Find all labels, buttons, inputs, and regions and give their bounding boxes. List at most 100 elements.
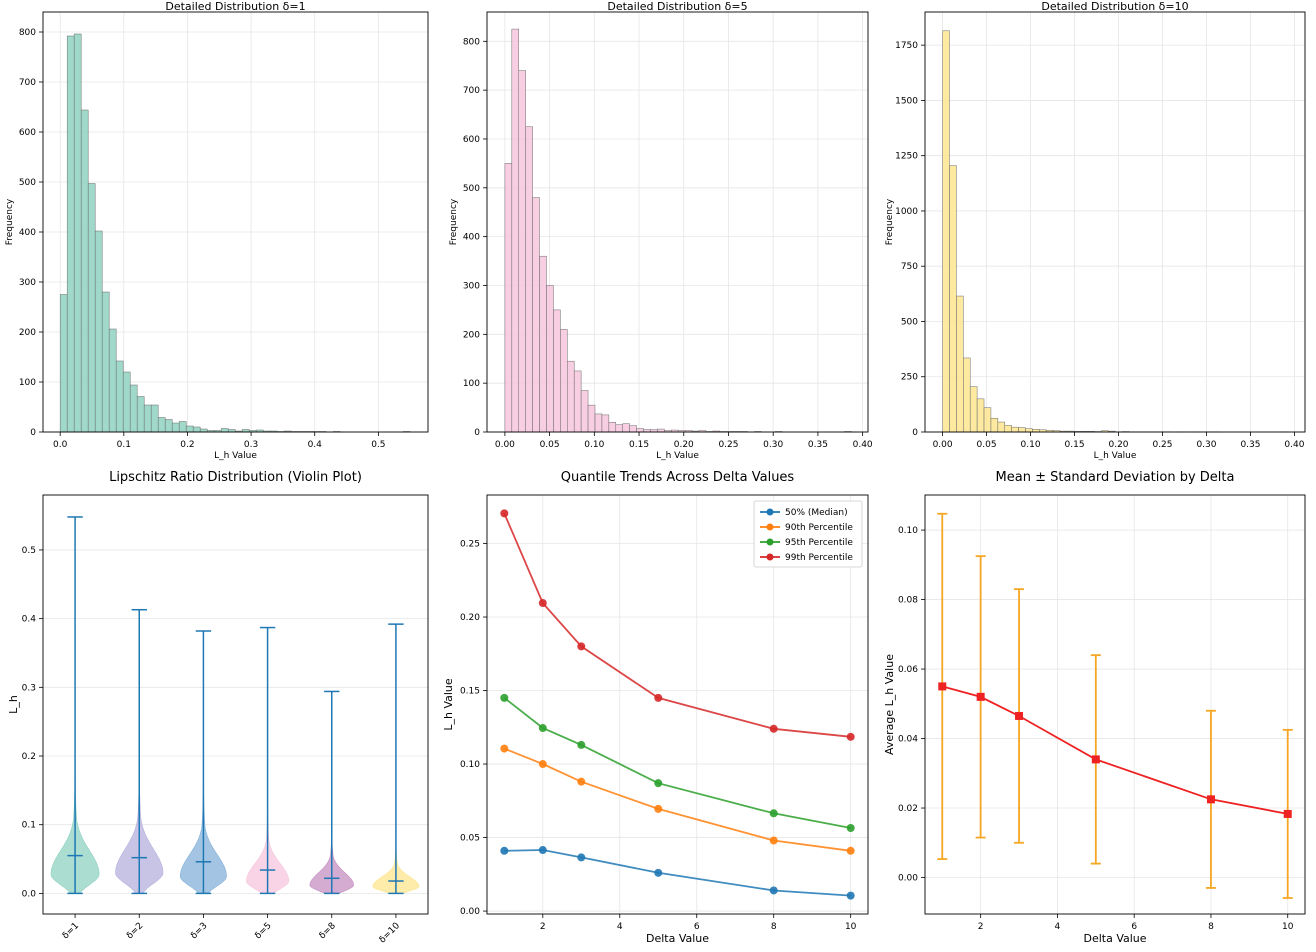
panel-3: Detailed Distribution δ=10 0 250 500 750 1000… [885, 0, 1306, 461]
histogram-bar [94, 230, 103, 433]
mean-line [942, 685, 1288, 815]
series-point [577, 853, 586, 862]
legend-label: 90th Percentile [785, 523, 853, 533]
series-point [769, 836, 778, 845]
y-tick-label: 500 [463, 184, 480, 194]
series-point [769, 809, 778, 818]
x-tick-label: 0.30 [1196, 440, 1216, 450]
series-line [503, 513, 851, 738]
mean-marker [1283, 809, 1292, 818]
y-tick-label: 200 [463, 330, 480, 340]
legend-marker [766, 553, 774, 561]
series-point [846, 823, 855, 832]
x-tick-label: 0.20 [1108, 440, 1128, 450]
histogram-bar [942, 30, 950, 433]
x-axis-label: L_h Value [1094, 451, 1137, 461]
histogram-bar [1025, 428, 1033, 433]
series-line [503, 697, 851, 829]
chart-title: Mean ± Standard Deviation by Delta [996, 470, 1235, 485]
x-tick-label: δ=1 [61, 921, 81, 941]
panel-4: Lipschitz Ratio Distribution (Violin Plo… [7, 470, 429, 945]
histogram-bar [956, 295, 964, 433]
x-tick-label: 0.15 [629, 440, 649, 450]
histogram-bar [157, 417, 166, 433]
mean-marker [1091, 755, 1100, 764]
plot-frame [42, 11, 429, 433]
y-tick-label: 0.10 [898, 526, 918, 536]
y-tick-label: 0.3 [22, 683, 36, 693]
x-tick-label: δ=5 [253, 921, 273, 941]
histogram-bar [192, 426, 201, 433]
series-point [769, 724, 778, 733]
histogram-bar [199, 428, 208, 433]
histogram-bar [1004, 425, 1012, 433]
series-point [538, 846, 547, 855]
y-tick-label: 400 [19, 228, 36, 238]
histogram-bar [129, 384, 138, 433]
histogram-bar [636, 428, 644, 433]
series-point [846, 732, 855, 741]
y-tick-label: 0.4 [22, 615, 37, 625]
x-tick-label: 0.35 [1240, 440, 1260, 450]
histogram-bar [511, 28, 520, 433]
histogram-bar [101, 291, 110, 433]
legend-box [753, 500, 863, 568]
x-tick-label: 0.2 [180, 440, 194, 450]
histogram-bar [629, 425, 637, 433]
histogram-bar [136, 396, 145, 433]
mean-marker [1015, 711, 1024, 720]
x-tick-label: 4 [617, 922, 623, 932]
series-point [538, 724, 547, 733]
y-tick-label: 0.10 [460, 760, 480, 770]
y-tick-label: 100 [463, 379, 480, 389]
histogram-bar [122, 371, 131, 433]
histogram-bar [1011, 426, 1019, 433]
y-tick-label: 300 [463, 281, 480, 291]
panel-2: Detailed Distribution δ=5 0 100 200 300 400 50… [449, 0, 873, 461]
histogram-bar [573, 370, 582, 433]
x-tick-label: 2 [978, 922, 984, 932]
histogram-bar [949, 165, 957, 433]
x-tick-label: 0.3 [244, 440, 258, 450]
x-tick-label: 8 [771, 922, 777, 932]
x-tick-label: 6 [1131, 922, 1137, 932]
y-tick-label: 0.5 [22, 546, 36, 556]
panel-5: Quantile Trends Across Delta Values 0.00 0… [442, 470, 869, 945]
y-tick-label: 300 [19, 278, 36, 288]
histogram-bar [87, 183, 96, 433]
histogram-bar [73, 33, 82, 433]
mean-marker [938, 682, 947, 691]
x-axis-label: Delta Value [646, 932, 709, 945]
y-tick-label: 0 [30, 428, 36, 438]
legend-marker [766, 538, 774, 546]
y-tick-label: 700 [19, 78, 36, 88]
series-point [500, 693, 509, 702]
x-tick-label: 0.20 [674, 440, 694, 450]
histogram-bar [969, 386, 978, 433]
histogram-bar [567, 360, 575, 433]
plot-frame [924, 494, 1306, 915]
y-tick-label: 1000 [895, 207, 918, 217]
histogram-bar [608, 421, 617, 433]
plot-frame [486, 11, 869, 433]
histogram-bar [976, 398, 985, 433]
series-point [654, 868, 663, 877]
y-tick-label: 0.1 [22, 821, 36, 831]
series-point [846, 891, 855, 900]
y-tick-label: 600 [463, 135, 480, 145]
y-tick-label: 0.08 [898, 596, 918, 606]
x-tick-label: 0.00 [495, 440, 515, 450]
y-tick-label: 0.00 [460, 907, 480, 917]
y-tick-label: 0.2 [22, 752, 36, 762]
x-tick-label: 0.30 [763, 440, 783, 450]
x-tick-label: 0.40 [1284, 440, 1304, 450]
x-tick-label: 0.35 [808, 440, 828, 450]
y-tick-label: 0.25 [460, 540, 480, 550]
y-tick-label: 100 [19, 378, 36, 388]
y-tick-label: 200 [19, 328, 36, 338]
x-tick-label: 0.15 [1065, 440, 1085, 450]
y-tick-label: 0.06 [898, 665, 918, 675]
legend-label: 50% (Median) [785, 508, 848, 518]
series-point [577, 740, 586, 749]
